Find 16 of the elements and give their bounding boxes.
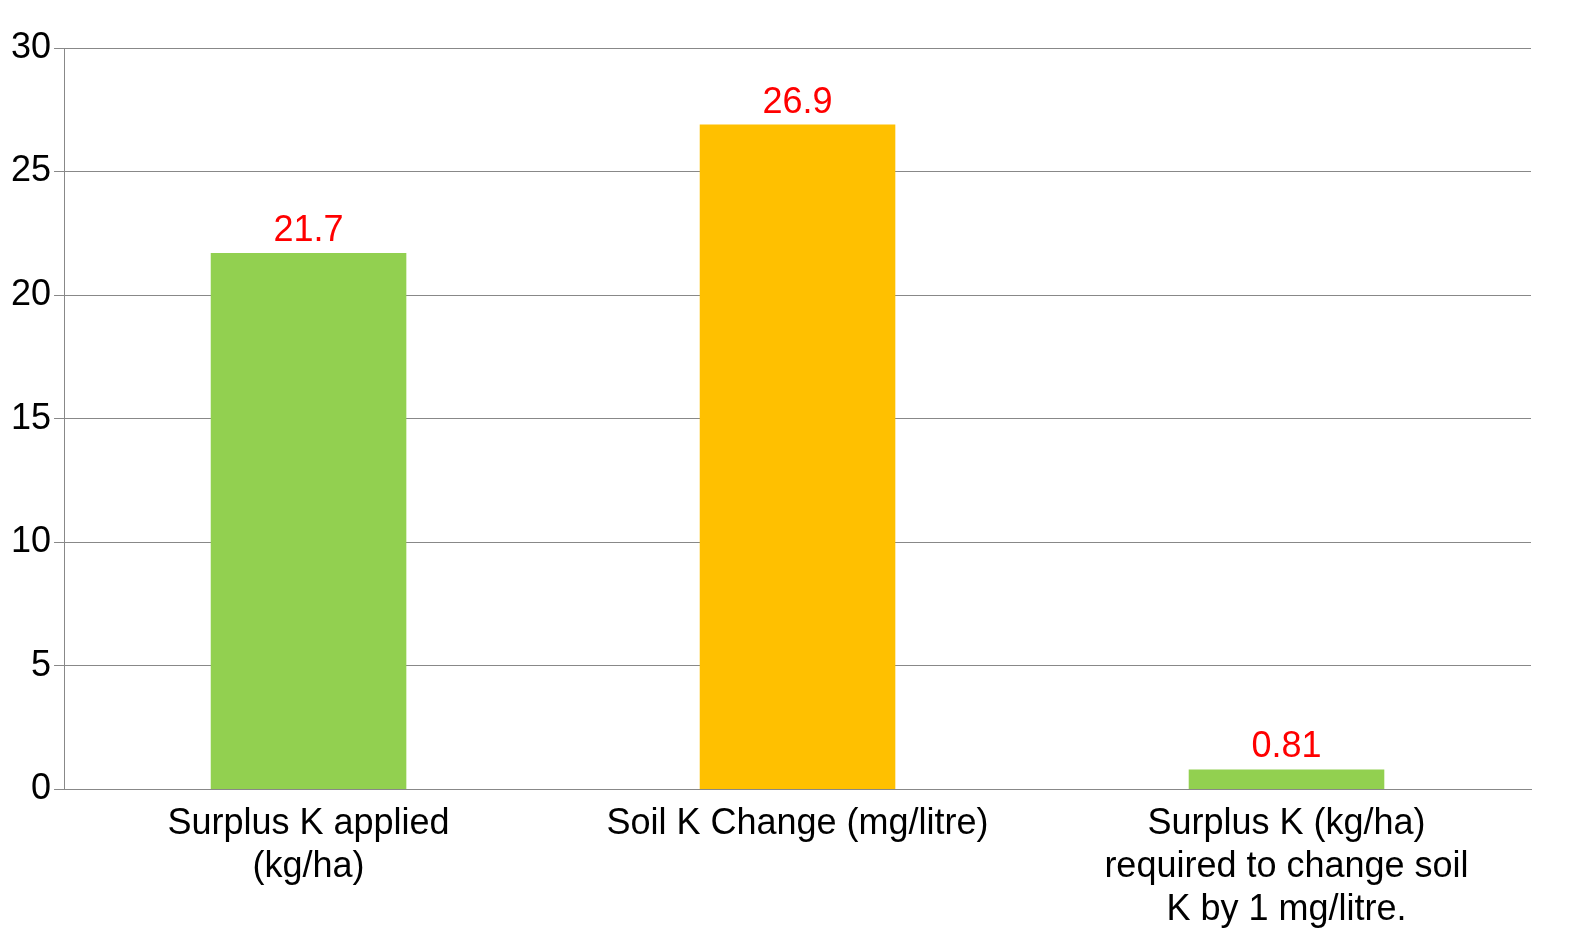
data-label: 0.81	[1251, 724, 1322, 766]
y-tick-label: 15	[11, 395, 52, 437]
x-tick-label: Surplus K (kg/ha) required to change soil K by 1 mg/litre.	[1104, 800, 1469, 929]
y-tick-label: 10	[11, 519, 52, 561]
x-tick-label: Surplus K applied (kg/ha)	[167, 800, 450, 886]
data-label: 26.9	[762, 79, 833, 121]
y-tick-label: 25	[11, 148, 52, 190]
x-tick-label: Soil K Change (mg/litre)	[606, 800, 989, 842]
y-tick-label: 20	[11, 272, 52, 314]
bar	[699, 124, 896, 789]
y-tick-label: 5	[31, 642, 52, 684]
bar	[1188, 769, 1385, 789]
data-label: 21.7	[273, 208, 344, 250]
bar	[210, 253, 407, 789]
y-tick-label: 30	[11, 24, 52, 66]
y-tick-label: 0	[31, 766, 52, 808]
